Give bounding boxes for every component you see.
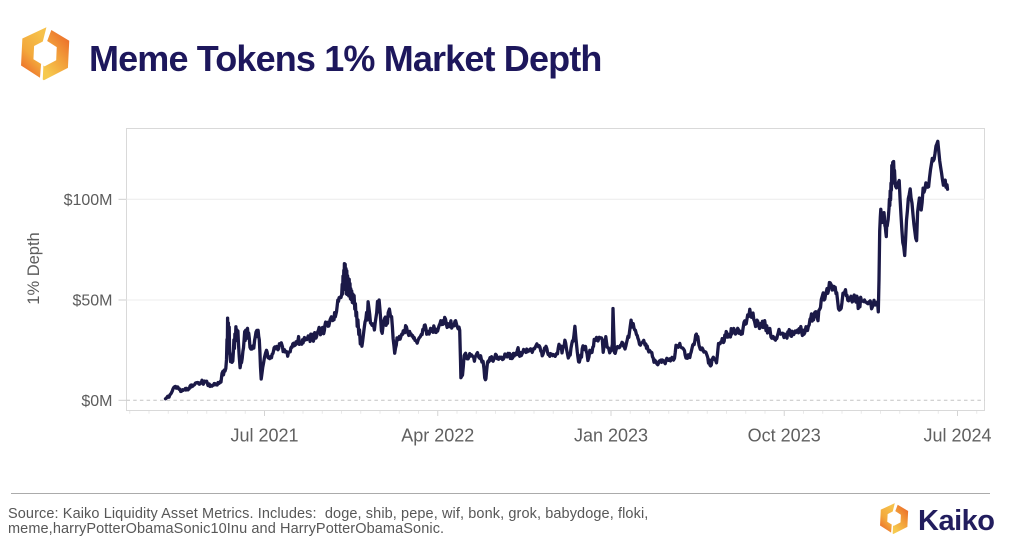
svg-text:$50M: $50M [72, 293, 112, 310]
svg-text:Apr 2022: Apr 2022 [401, 426, 474, 446]
svg-text:$100M: $100M [64, 192, 113, 209]
svg-text:Jan 2023: Jan 2023 [574, 426, 648, 446]
svg-text:Oct 2023: Oct 2023 [748, 426, 821, 446]
svg-text:Jul 2024: Jul 2024 [923, 426, 991, 446]
svg-text:Jul 2021: Jul 2021 [230, 426, 298, 446]
svg-text:1% Depth: 1% Depth [25, 232, 43, 304]
svg-text:$0M: $0M [81, 393, 112, 410]
